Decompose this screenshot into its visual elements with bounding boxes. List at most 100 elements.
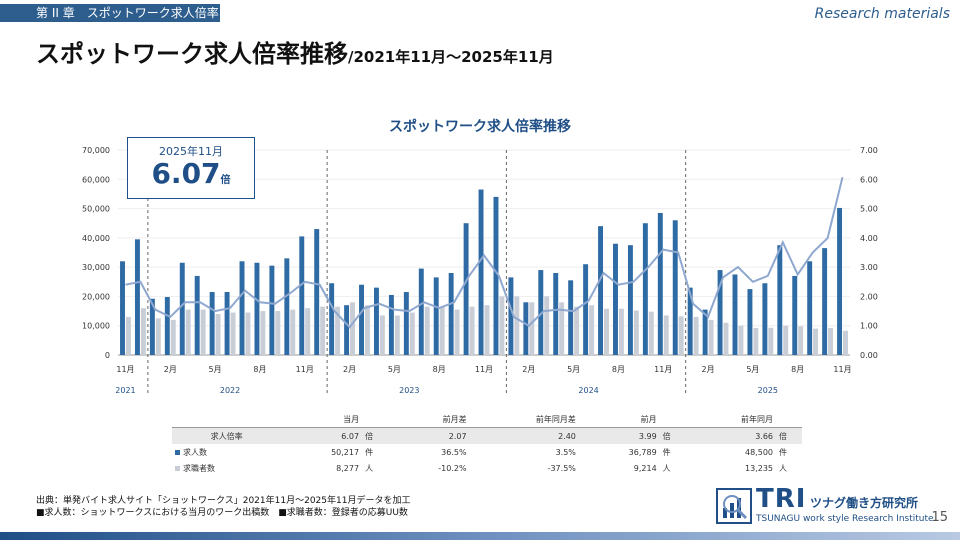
- bar-job-seekers: [514, 296, 520, 355]
- summary-mom: 2.07: [388, 427, 470, 444]
- chapter-tag: 第 II 章 スポットワーク求人倍率: [0, 4, 220, 22]
- bar-job-openings: [179, 262, 185, 355]
- summary-unit: 倍: [362, 427, 389, 444]
- tri-logo-chart-icon: [723, 495, 748, 520]
- summary-header-current: 当月: [281, 411, 363, 428]
- summary-table: 当月 前月差 前年同月差 前月 前年同月 求人倍率 6.07 倍 2.07 2.…: [172, 411, 802, 476]
- summary-mom: -10.2%: [438, 463, 467, 473]
- summary-header-unit3: [776, 411, 802, 428]
- bottom-accent-bar: [0, 532, 960, 540]
- bar-job-openings: [493, 196, 499, 355]
- x-tick-label: 8月: [791, 365, 804, 374]
- tri-logo: TRI ツナグ働き方研究所 TSUNAGU work style Researc…: [716, 484, 934, 528]
- bar-job-seekers: [604, 308, 609, 355]
- bar-job-seekers: [693, 316, 699, 355]
- callout-value-row: 6.07倍: [128, 159, 254, 196]
- bar-job-openings: [224, 292, 230, 355]
- bar-job-openings: [373, 287, 379, 355]
- research-materials-label: Research materials: [814, 6, 950, 22]
- bar-job-openings: [478, 189, 484, 355]
- y-right-tick-label: 7.00: [860, 146, 878, 155]
- bar-job-seekers: [140, 308, 146, 355]
- bar-job-seekers: [723, 322, 729, 355]
- summary-yoy: 3.5%: [555, 447, 576, 457]
- bar-job-seekers: [768, 327, 774, 355]
- tri-logo-en: TSUNAGU work style Research Institute: [756, 514, 934, 524]
- bar-job-openings: [149, 298, 155, 355]
- x-tick-label: 11月: [116, 365, 134, 374]
- year-label: 2025: [758, 386, 778, 395]
- bar-job-seekers: [828, 328, 834, 355]
- summary-header-unit2: [659, 411, 686, 428]
- bar-job-openings: [299, 236, 305, 355]
- y-right-tick-label: 3.00: [860, 263, 878, 272]
- year-label: 2021: [115, 386, 135, 395]
- summary-row-label: 求人倍率: [172, 427, 282, 444]
- tri-logo-mark-icon: [716, 488, 752, 524]
- x-tick-label: 11月: [475, 365, 493, 374]
- page-title: スポットワーク求人倍率推移/2021年11月～2025年11月: [36, 34, 554, 69]
- bar-job-openings: [284, 258, 290, 355]
- chart-title: スポットワーク求人倍率推移: [389, 119, 571, 135]
- bar-job-seekers: [559, 302, 565, 355]
- tri-logo-jp: ツナグ働き方研究所: [810, 496, 919, 510]
- bar-job-openings: [613, 243, 618, 355]
- summary-header-prev-month: 前月: [578, 411, 660, 428]
- bar-job-seekers: [200, 309, 206, 355]
- y-right-tick-label: 6.00: [860, 175, 878, 184]
- summary-unit: 件: [779, 447, 787, 457]
- bar-job-openings: [657, 212, 663, 355]
- x-tick-label: 2月: [164, 365, 177, 374]
- bar-job-seekers: [574, 306, 580, 355]
- bar-job-openings: [314, 229, 320, 355]
- bar-job-seekers: [633, 310, 639, 355]
- bar-job-seekers: [424, 306, 430, 355]
- summary-row-label: 求人数: [183, 447, 207, 457]
- bar-job-seekers: [469, 306, 475, 355]
- bar-job-openings: [254, 262, 260, 355]
- x-tick-label: 2月: [702, 365, 715, 374]
- summary-unit: 人: [365, 463, 374, 473]
- bar-job-openings: [433, 277, 439, 355]
- y-left-tick-label: 60,000: [82, 175, 110, 184]
- summary-current: 8,277: [336, 463, 360, 473]
- summary-header-prev-year: 前年同月: [685, 411, 776, 428]
- summary-prev-month: 9,214: [633, 463, 657, 473]
- bar-job-openings: [837, 207, 843, 355]
- bar-job-openings: [269, 265, 275, 355]
- summary-prev-year: 13,235: [745, 463, 773, 473]
- bar-job-openings: [777, 245, 783, 355]
- source-line-2: ■求人数：ショットワークスにおける当月のワーク出稿数 ■求職者数：登録者の応募U…: [36, 508, 408, 518]
- bar-job-seekers: [753, 328, 759, 355]
- summary-unit: 倍: [776, 427, 802, 444]
- bar-job-seekers: [813, 328, 819, 355]
- bar-job-seekers: [499, 296, 505, 355]
- bar-job-seekers: [439, 306, 445, 355]
- summary-row-label-cell: 求人数: [172, 444, 281, 460]
- bar-job-openings: [717, 270, 723, 355]
- bar-job-openings: [627, 245, 633, 355]
- bar-job-seekers: [454, 309, 460, 355]
- page-title-period: /2021年11月～2025年11月: [348, 48, 554, 66]
- x-tick-label: 5月: [746, 365, 759, 374]
- x-tick-label: 2月: [522, 365, 535, 374]
- y-left-tick-label: 30,000: [82, 263, 110, 272]
- summary-row-seekers: 求職者数 8,277 人 -10.2% -37.5% 9,214 人 13,23…: [172, 460, 802, 476]
- summary-current: 50,217: [331, 447, 360, 457]
- summary-row-label: 求職者数: [183, 463, 215, 473]
- summary-prev-month: 3.99: [578, 427, 660, 444]
- summary-header-unit1: [362, 411, 389, 428]
- summary-current: 6.07: [281, 427, 363, 444]
- bar-job-seekers: [589, 305, 595, 355]
- page-number: 15: [931, 510, 948, 525]
- bar-job-seekers: [618, 308, 624, 355]
- bar-job-openings: [687, 287, 693, 355]
- summary-row-label-cell: 求職者数: [172, 460, 281, 476]
- bar-job-seekers: [738, 325, 744, 355]
- bar-job-openings: [642, 223, 648, 355]
- y-right-tick-label: 2.00: [860, 292, 878, 301]
- bar-job-seekers: [320, 306, 326, 355]
- bar-job-openings: [762, 283, 768, 355]
- bar-job-openings: [344, 305, 350, 355]
- bar-job-seekers: [260, 311, 266, 355]
